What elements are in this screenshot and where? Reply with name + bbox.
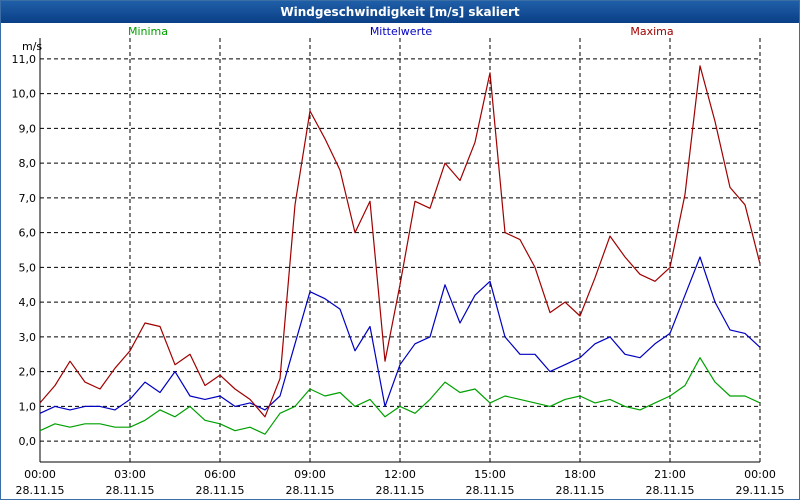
x-tick-time: 18:00: [564, 468, 596, 481]
x-tick-labels: 00:00 28.11.15 03:00 28.11.15 06:00 28.11.15 0…: [16, 468, 785, 497]
x-tick-time: 00:00: [24, 468, 56, 481]
x-tick-date: 28.11.15: [106, 484, 155, 497]
y-tick-label: 7,0: [19, 192, 37, 205]
x-tick-time: 03:00: [114, 468, 146, 481]
series-line-mittelwerte: [39, 256, 761, 414]
x-tick-time: 12:00: [384, 468, 416, 481]
grid: [40, 38, 760, 462]
x-tick-date: 29.11.15: [736, 484, 785, 497]
series-line-maxima: [39, 65, 761, 418]
y-tick-label: 0,0: [19, 435, 37, 448]
series-line-minima: [39, 357, 761, 435]
legend-entry-mittelwerte: Mittelwerte: [370, 25, 433, 38]
y-tick-label: 3,0: [19, 331, 37, 344]
x-tick-date: 28.11.15: [556, 484, 605, 497]
legend: Minima Mittelwerte Maxima: [128, 25, 674, 38]
x-tick-date: 28.11.15: [376, 484, 425, 497]
y-tick-label: 4,0: [19, 296, 37, 309]
y-tick-label: 5,0: [19, 261, 37, 274]
x-tick-date: 28.11.15: [286, 484, 335, 497]
x-tick-time: 06:00: [204, 468, 236, 481]
series-lines: [39, 65, 761, 435]
y-tick-label: 10,0: [12, 88, 37, 101]
y-tick-label: 8,0: [19, 157, 37, 170]
x-tick-time: 15:00: [474, 468, 506, 481]
y-tick-label: 2,0: [19, 366, 37, 379]
x-tick-date: 28.11.15: [646, 484, 695, 497]
y-tick-label: 9,0: [19, 122, 37, 135]
x-tick-date: 28.11.15: [466, 484, 515, 497]
y-tick-label: 11,0: [12, 53, 37, 66]
x-tick-date: 28.11.15: [196, 484, 245, 497]
y-axis-label: m/s: [22, 40, 42, 53]
chart-title: Windgeschwindigkeit [m/s] skaliert: [1, 1, 799, 23]
x-tick-time: 21:00: [654, 468, 686, 481]
legend-entry-maxima: Maxima: [630, 25, 673, 38]
y-tick-label: 6,0: [19, 227, 37, 240]
x-tick-time: 00:00: [744, 468, 776, 481]
axes: [39, 38, 761, 463]
x-tick-time: 09:00: [294, 468, 326, 481]
x-tick-date: 28.11.15: [16, 484, 65, 497]
y-tick-label: 1,0: [19, 400, 37, 413]
legend-entry-minima: Minima: [128, 25, 168, 38]
y-tick-labels: 0,0 1,0 2,0 3,0 4,0 5,0 6,0 7,0 8,0 9,0 10,0 11,0: [12, 53, 37, 448]
